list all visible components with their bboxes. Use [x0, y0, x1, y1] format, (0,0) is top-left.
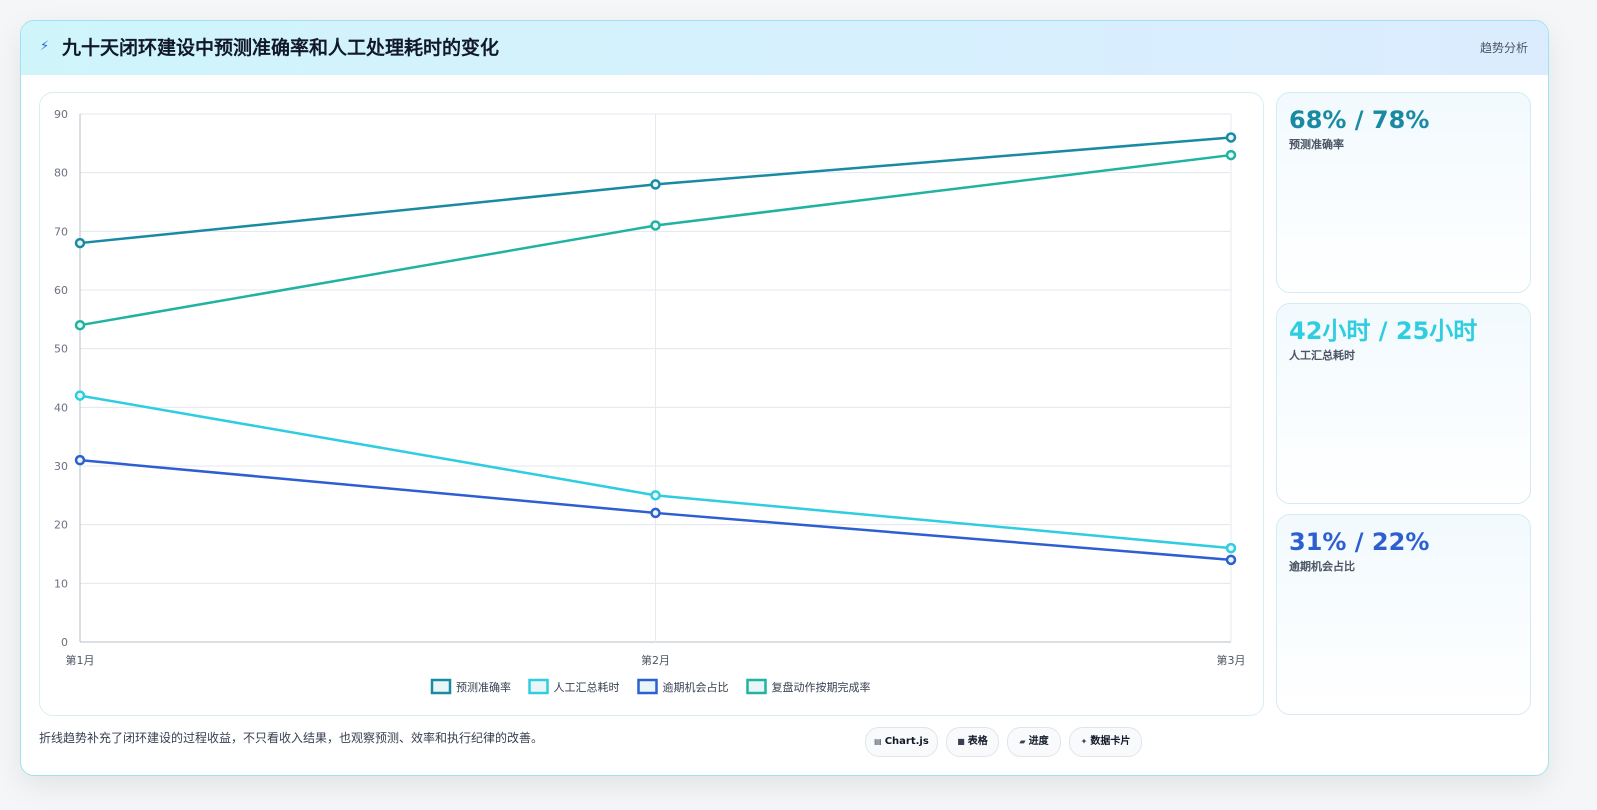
- y-tick-label: 30: [54, 460, 68, 473]
- table-pill-button[interactable]: ■ 表格: [946, 727, 999, 757]
- legend-swatch: [528, 678, 549, 695]
- data-point: [650, 220, 661, 231]
- x-tick-label: 第2月: [641, 653, 670, 667]
- y-tick-label: 70: [54, 225, 68, 238]
- lightning-icon: ⚡: [40, 39, 50, 54]
- y-tick-label: 90: [54, 108, 68, 121]
- data-point: [74, 237, 86, 249]
- stat-card-overdue: 31% / 22% 逾期机会占比: [1276, 514, 1531, 715]
- progress-pill-button[interactable]: ▰ 进度: [1007, 727, 1061, 757]
- data-point: [74, 390, 86, 401]
- stat-value: 68% / 78%: [1289, 106, 1430, 134]
- data-point: [650, 179, 661, 190]
- y-tick-label: 20: [54, 519, 68, 532]
- legend-swatch: [746, 678, 767, 695]
- stat-label: 逾期机会占比: [1289, 560, 1355, 573]
- y-tick-label: 0: [61, 636, 68, 649]
- pill-label: 表格: [967, 736, 988, 747]
- y-tick-label: 60: [54, 284, 68, 297]
- data-point: [1225, 149, 1237, 161]
- line-chart-card: 0 10 20 30 40 50 60 70 80 90 第1月 第2月 第3月预测准确率 人工汇总耗时 逾…: [39, 92, 1264, 716]
- stat-card-accuracy: 68% / 78% 预测准确率: [1276, 92, 1531, 293]
- data-point: [650, 507, 661, 519]
- stat-card-manual-hours: 42小时 / 25小时 人工汇总耗时: [1276, 303, 1531, 504]
- datacard-pill-button[interactable]: ✦ 数据卡片: [1069, 727, 1142, 757]
- legend-label: 预测准确率: [456, 680, 511, 694]
- legend-swatch: [430, 678, 452, 695]
- y-tick-label: 50: [54, 343, 68, 356]
- legend-label: 复盘动作按期完成率: [772, 680, 871, 694]
- y-tick-label: 10: [54, 577, 68, 590]
- y-tick-label: 40: [54, 401, 68, 414]
- page-title: 九十天闭环建设中预测准确率和人工处理耗时的变化: [62, 37, 500, 59]
- trend-analysis-tag: 趋势分析: [1479, 41, 1528, 55]
- chart-panel: ⚡ 九十天闭环建设中预测准确率和人工处理耗时的变化 趋势分析 0 10 20 30 40…: [20, 20, 1549, 776]
- stat-label: 预测准确率: [1289, 138, 1344, 151]
- data-point: [74, 319, 86, 331]
- legend-swatch: [637, 678, 658, 695]
- stat-label: 人工汇总耗时: [1289, 349, 1355, 362]
- chartjs-pill-button[interactable]: ▤ Chart.js: [865, 727, 938, 757]
- pill-label: 数据卡片: [1090, 736, 1131, 747]
- pill-label: 进度: [1028, 736, 1049, 747]
- legend-label: 人工汇总耗时: [554, 680, 620, 694]
- data-point: [1225, 542, 1237, 554]
- x-tick-label: 第1月: [66, 653, 95, 667]
- data-point: [74, 454, 86, 466]
- progress-icon: ▰: [1019, 737, 1026, 746]
- data-point: [650, 490, 661, 501]
- y-tick-label: 80: [54, 167, 68, 180]
- pill-label: Chart.js: [884, 736, 929, 747]
- x-tick-label: 第3月: [1217, 653, 1246, 667]
- footnote: 折线趋势补充了闭环建设的过程收益，不只看收入结果，也观察预测、效率和执行纪律的改…: [39, 731, 544, 745]
- chart-icon: ▤: [874, 737, 882, 746]
- panel-header: ⚡ 九十天闭环建设中预测准确率和人工处理耗时的变化 趋势分析: [21, 21, 1548, 75]
- card-icon: ✦: [1080, 737, 1088, 746]
- table-icon: ■: [957, 737, 965, 746]
- stat-value: 31% / 22%: [1289, 528, 1430, 556]
- stat-value: 42小时 / 25小时: [1289, 317, 1478, 345]
- data-point: [1225, 554, 1237, 566]
- data-point: [1225, 132, 1237, 143]
- legend-label: 逾期机会占比: [663, 680, 729, 694]
